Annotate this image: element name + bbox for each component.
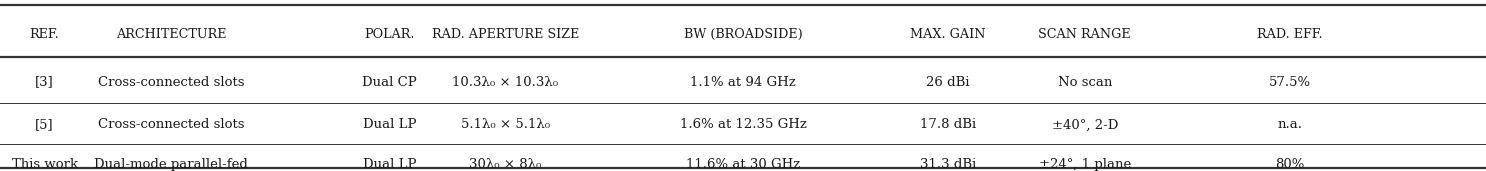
Text: 1.6% at 12.35 GHz: 1.6% at 12.35 GHz xyxy=(679,118,807,131)
Text: REF.: REF. xyxy=(30,28,59,41)
Text: n.a.: n.a. xyxy=(1278,118,1302,131)
Text: BW (BROADSIDE): BW (BROADSIDE) xyxy=(684,28,802,41)
Text: 1.1% at 94 GHz: 1.1% at 94 GHz xyxy=(690,76,796,89)
Text: 80%: 80% xyxy=(1275,158,1305,171)
Text: 17.8 dBi: 17.8 dBi xyxy=(920,118,976,131)
Text: 26 dBi: 26 dBi xyxy=(926,76,970,89)
Text: MAX. GAIN: MAX. GAIN xyxy=(911,28,985,41)
Text: Cross-connected slots: Cross-connected slots xyxy=(98,76,244,89)
Text: ARCHITECTURE: ARCHITECTURE xyxy=(116,28,226,41)
Text: No scan: No scan xyxy=(1058,76,1112,89)
Text: SCAN RANGE: SCAN RANGE xyxy=(1039,28,1131,41)
Text: [5]: [5] xyxy=(36,118,53,131)
Text: 57.5%: 57.5% xyxy=(1269,76,1311,89)
Text: Cross-connected slots: Cross-connected slots xyxy=(98,118,244,131)
Text: 31.3 dBi: 31.3 dBi xyxy=(920,158,976,171)
Text: Dual CP: Dual CP xyxy=(363,76,416,89)
Text: ±24°, 1 plane: ±24°, 1 plane xyxy=(1039,158,1131,171)
Text: [3]: [3] xyxy=(36,76,53,89)
Text: Dual LP: Dual LP xyxy=(363,118,416,131)
Text: Dual-mode parallel-fed: Dual-mode parallel-fed xyxy=(94,158,248,171)
Text: RAD. APERTURE SIZE: RAD. APERTURE SIZE xyxy=(431,28,580,41)
Text: 5.1λ₀ × 5.1λ₀: 5.1λ₀ × 5.1λ₀ xyxy=(461,118,550,131)
Text: 10.3λ₀ × 10.3λ₀: 10.3λ₀ × 10.3λ₀ xyxy=(452,76,559,89)
Text: ±40°, 2-D: ±40°, 2-D xyxy=(1052,118,1117,131)
Text: 11.6% at 30 GHz: 11.6% at 30 GHz xyxy=(687,158,799,171)
Text: RAD. EFF.: RAD. EFF. xyxy=(1257,28,1323,41)
Text: POLAR.: POLAR. xyxy=(364,28,415,41)
Text: 30λ₀ × 8λ₀: 30λ₀ × 8λ₀ xyxy=(470,158,541,171)
Text: This work: This work xyxy=(12,158,77,171)
Text: Dual LP: Dual LP xyxy=(363,158,416,171)
